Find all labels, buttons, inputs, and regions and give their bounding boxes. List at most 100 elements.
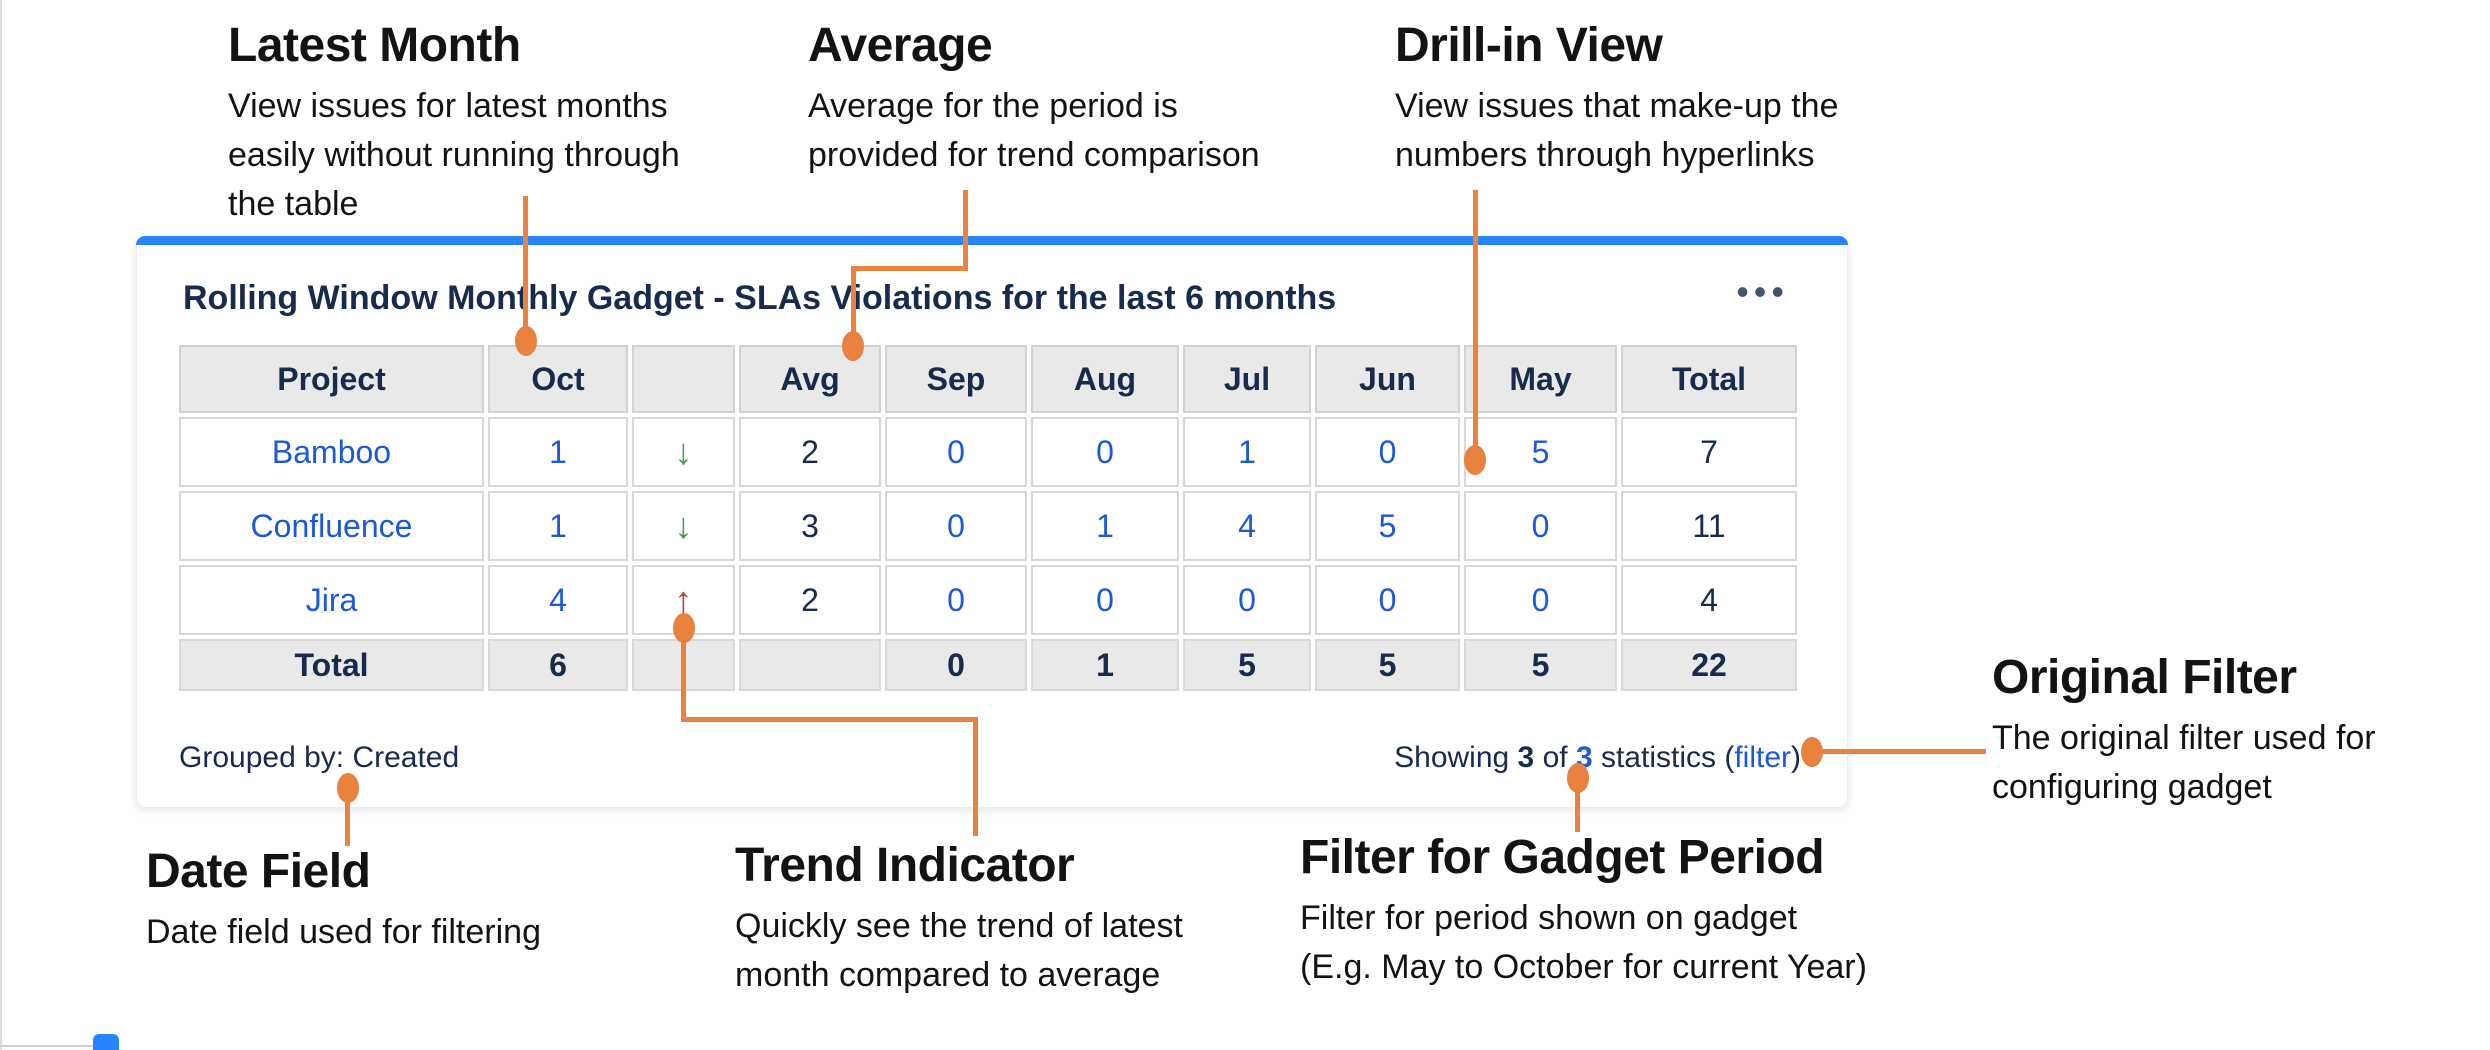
col-header-may: May [1464,345,1617,413]
showing-suffix: statistics ( [1592,741,1735,774]
connector-trend-horizontal [681,717,978,722]
total-value: 5 [1378,646,1397,683]
total-value: 0 [947,646,965,683]
callout-dot-date-field [337,773,359,803]
annotation-text: configuring gadget [1992,768,2272,806]
total-value: 5 [1531,646,1550,683]
annotation-text: Filter for period shown on gadget [1300,899,1798,937]
connector-latest-month [523,196,528,330]
annotation-text: Date field used for filtering [146,913,541,951]
shown-count: 3 [1517,741,1535,774]
stat-cell-link[interactable]: 0 [1096,581,1114,618]
annotation-text: month compared to average [735,956,1161,994]
gadget-card: Rolling Window Monthly Gadget - SLAs Vio… [136,236,1848,808]
connector-average-horizontal [851,266,968,271]
project-link[interactable]: Confluence [250,507,413,544]
annotation-text: (E.g. May to October for current Year) [1300,948,1867,986]
gadget-title: Rolling Window Monthly Gadget - SLAs Vio… [183,279,1337,317]
table-row: Bamboo 1 ↓ 2 0 0 1 0 5 7 [179,417,1797,487]
stat-cell-link[interactable]: 0 [947,507,965,544]
table-header-row: Project Oct Avg Sep Aug Jul Jun May Tota… [179,345,1797,413]
sla-violations-table: Project Oct Avg Sep Aug Jul Jun May Tota… [175,341,1801,695]
annotation-text: numbers through hyperlinks [1395,136,1815,174]
stat-cell-link[interactable]: 4 [1238,507,1256,544]
stat-cell-link[interactable]: 0 [1096,433,1114,470]
connector-average-upper [963,190,968,271]
total-value: 1 [1096,646,1114,683]
meatball-menu-icon: ••• [1736,271,1789,312]
callout-dot-average [842,331,864,361]
annotation-title: Date Field [146,845,371,898]
row-total-value: 4 [1700,581,1718,618]
showing-prefix: Showing [1394,741,1518,774]
annotation-text: Average for the period is [808,87,1178,125]
row-total-value: 7 [1700,433,1718,470]
stat-cell-link[interactable]: 1 [549,507,567,544]
stat-cell-link[interactable]: 5 [1531,433,1550,470]
annotation-title: Average [808,19,993,72]
stat-cell-link[interactable]: 0 [947,433,965,470]
stat-cell-link[interactable]: 0 [947,581,965,618]
annotation-latest-month: Latest Month View issues for latest mont… [228,18,680,229]
table-total-row: Total 6 0 1 5 5 5 22 [179,639,1797,691]
annotation-title: Latest Month [228,19,521,72]
connector-average-lower [851,266,856,332]
col-header-jul: Jul [1183,345,1311,413]
col-header-project: Project [179,345,484,413]
filter-close-paren: ) [1791,741,1801,774]
connector-original-filter [1822,749,1986,754]
stat-cell-link[interactable]: 4 [549,581,567,618]
annotation-text: Quickly see the trend of latest [735,907,1183,945]
annotation-trend-indicator: Trend Indicator Quickly see the trend of… [735,838,1183,1000]
showing-of: of [1534,741,1576,774]
callout-dot-trend-indicator [673,613,695,643]
callout-dot-drill-in-view [1464,445,1486,475]
annotation-original-filter: Original Filter The original filter used… [1992,650,2376,812]
stat-cell-link[interactable]: 1 [1096,507,1114,544]
trend-up-icon: ↑ [674,579,693,620]
annotation-title: Original Filter [1992,651,2297,704]
annotation-text: View issues that make-up the [1395,87,1839,125]
stat-cell-link[interactable]: 0 [1238,581,1256,618]
col-header-sep: Sep [885,345,1027,413]
project-link[interactable]: Jira [305,581,358,618]
col-header-jun: Jun [1315,345,1460,413]
annotation-average: Average Average for the period is provid… [808,18,1260,180]
annotation-filter-gadget-period: Filter for Gadget Period Filter for peri… [1300,830,1867,992]
annotation-text: The original filter used for [1992,719,2376,757]
project-link[interactable]: Bamboo [271,433,392,470]
annotation-title: Filter for Gadget Period [1300,831,1825,884]
col-header-oct: Oct [488,345,628,413]
next-card-blue-bar [93,1034,119,1050]
avg-value: 2 [801,433,819,470]
annotation-text: the table [228,185,359,223]
stat-cell-link[interactable]: 5 [1378,507,1397,544]
row-total-value: 11 [1692,507,1726,544]
gadget-menu-button[interactable]: ••• [1736,271,1789,313]
trend-down-icon: ↓ [674,505,693,546]
stat-cell-link[interactable]: 0 [1378,581,1397,618]
table-row: Jira 4 ↑ 2 0 0 0 0 0 4 [179,565,1797,635]
page-left-edge-line [0,0,2,1050]
annotation-text: easily without running through [228,136,680,174]
connector-filter-gadget-period [1575,790,1580,832]
annotation-title: Drill-in View [1395,19,1663,72]
stat-cell-link[interactable]: 0 [1378,433,1397,470]
annotation-title: Trend Indicator [735,839,1075,892]
stat-cell-link[interactable]: 1 [1238,433,1256,470]
filter-link[interactable]: filter [1734,741,1791,774]
callout-dot-latest-month [515,326,537,356]
connector-drill-in-view [1473,190,1478,446]
stat-cell-link[interactable]: 0 [1531,507,1550,544]
table-row: Confluence 1 ↓ 3 0 1 4 5 0 11 [179,491,1797,561]
avg-value: 2 [801,581,819,618]
total-value: 6 [549,646,567,683]
stat-cell-link[interactable]: 0 [1531,581,1550,618]
stat-cell-link[interactable]: 1 [549,433,567,470]
annotation-drill-in-view: Drill-in View View issues that make-up t… [1395,18,1839,180]
trend-down-icon: ↓ [674,431,693,472]
annotation-date-field: Date Field Date field used for filtering [146,844,541,957]
col-header-total: Total [1621,345,1797,413]
avg-value: 3 [801,507,819,544]
